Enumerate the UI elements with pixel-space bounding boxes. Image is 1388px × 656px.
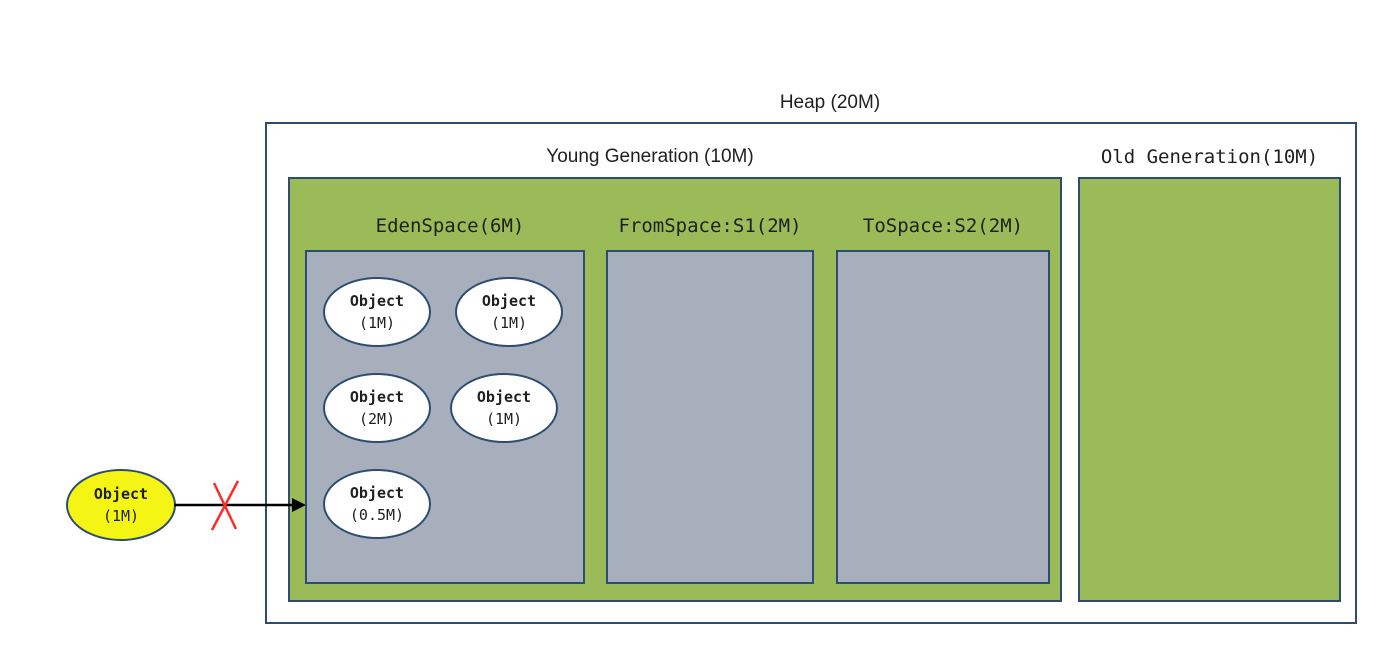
eden-object: Object (1M) [455, 277, 563, 347]
object-name: Object [349, 484, 405, 502]
eden-object: Object (2M) [323, 373, 431, 443]
object-name: Object [476, 388, 532, 406]
eden-space-label: EdenSpace(6M) [375, 215, 525, 237]
object-name: Object [349, 292, 405, 310]
to-space-s2 [836, 250, 1050, 584]
eden-object: Object (0.5M) [323, 469, 431, 539]
object-name: Object [93, 485, 149, 503]
object-size: (1M) [102, 507, 140, 525]
object-size: (1M) [490, 314, 528, 332]
object-name: Object [349, 388, 405, 406]
object-size: (1M) [485, 410, 523, 428]
eden-object: Object (1M) [450, 373, 558, 443]
arrow-right-icon [174, 498, 306, 512]
young-generation-label: Young Generation (10M) [546, 146, 754, 167]
to-space-label: ToSpace:S2(2M) [862, 215, 1024, 237]
allocation-arrow [174, 480, 306, 531]
blocked-x-icon [210, 480, 240, 531]
old-generation-container [1078, 177, 1341, 602]
old-generation-label: Old Generation(10M) [1100, 146, 1319, 168]
from-space-label: FromSpace:S1(2M) [618, 215, 802, 237]
object-size: (2M) [358, 410, 396, 428]
heap-label: Heap (20M) [779, 92, 881, 113]
from-space-s1 [606, 250, 814, 584]
eden-object: Object (1M) [323, 277, 431, 347]
object-size: (1M) [358, 314, 396, 332]
object-name: Object [481, 292, 537, 310]
object-size: (0.5M) [349, 506, 405, 524]
incoming-object: Object (1M) [66, 469, 176, 541]
